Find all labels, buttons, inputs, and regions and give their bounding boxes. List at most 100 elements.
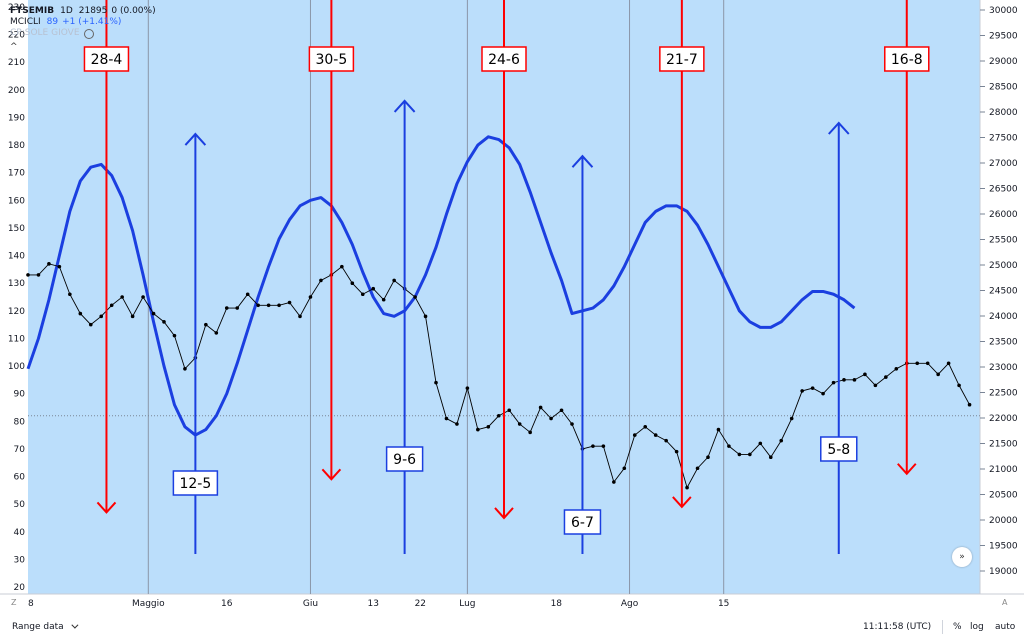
bottom-cycle-marker: 9-6 <box>385 99 424 554</box>
price-point <box>120 295 124 299</box>
legend-symbol-row[interactable]: FTSEMIB 1D 21895 0 (0.00%) <box>10 6 156 17</box>
price-point <box>570 422 574 426</box>
left-axis-tick-label: 70 <box>14 445 26 455</box>
left-axis-tick-label: 210 <box>8 58 25 68</box>
price-point <box>109 303 114 308</box>
legend-symbol[interactable]: FTSEMIB <box>10 6 55 16</box>
price-point <box>465 386 470 390</box>
price-point <box>821 391 825 396</box>
price-point <box>643 425 648 429</box>
left-axis-tick-label: 60 <box>14 473 26 483</box>
right-axis-tick-label: 24000 <box>989 312 1018 322</box>
price-point <box>601 444 606 448</box>
price-point <box>162 320 166 324</box>
price-point <box>172 333 177 338</box>
right-axis-tick-label: 27000 <box>989 159 1018 169</box>
log-scale-toggle[interactable]: log <box>970 622 984 632</box>
price-point <box>381 297 386 302</box>
price-point <box>360 292 365 297</box>
price-point <box>706 455 710 459</box>
right-axis-tick-label: 30000 <box>989 6 1018 16</box>
price-point <box>298 314 302 319</box>
price-point <box>789 416 794 421</box>
cycle-line-layer <box>26 135 856 437</box>
percent-scale-toggle[interactable]: % <box>953 622 962 632</box>
chevron-up-icon[interactable]: ^ <box>10 42 18 52</box>
chevron-down-icon[interactable] <box>70 621 78 629</box>
price-point <box>653 433 658 437</box>
left-price-axis[interactable]: 20 30 40 50 60 70 80 90 100 110 120 130 140 150 160 170… <box>8 3 25 593</box>
price-point <box>779 438 784 443</box>
right-axis-tick-label: 28500 <box>989 83 1018 93</box>
legend-indicator-name[interactable]: MCICLI <box>10 17 41 27</box>
left-axis-tick-label: 230 <box>8 3 25 13</box>
time-axis-tick-label: 22 <box>415 599 426 609</box>
left-axis-tick-label: 150 <box>8 224 25 234</box>
legend-indicator-value: 89 <box>46 17 59 27</box>
double-chevron-right-icon[interactable]: » <box>959 552 965 562</box>
legend-price: 21895 <box>78 6 108 16</box>
left-axis-tick-label: 100 <box>8 362 25 372</box>
time-axis-tick-label: Maggio <box>132 599 165 609</box>
toolbar-separator <box>942 620 943 634</box>
bottom-marker-label-box <box>563 509 602 535</box>
price-point <box>340 264 344 269</box>
price-point <box>925 361 930 366</box>
price-point <box>476 427 480 432</box>
time-axis-tick-label: 16 <box>221 599 233 609</box>
top-cycle-marker: 16-8 <box>884 0 930 476</box>
cycle-line <box>26 135 856 437</box>
price-point <box>695 466 700 471</box>
price-point <box>392 278 396 283</box>
auto-scale-toggle[interactable]: auto <box>995 622 1016 632</box>
range-data-dropdown[interactable]: Range data <box>12 621 78 632</box>
top-marker-label: 30-5 <box>315 52 347 68</box>
legend-collapse-button[interactable]: ^ <box>10 42 156 53</box>
legend-hidden-indicator-name[interactable]: CP:SOLE GIOVE <box>10 28 80 38</box>
right-axis-auto-button[interactable]: A <box>1002 598 1008 607</box>
arrow-down-icon <box>897 463 917 476</box>
price-point <box>151 311 156 316</box>
left-axis-tick-label: 50 <box>14 500 26 510</box>
price-point <box>852 378 857 382</box>
right-axis-tick-label: 19500 <box>989 542 1018 552</box>
legend-indicator-row[interactable]: MCICLI 89 +1 (+1.41%) <box>10 17 156 28</box>
left-axis-tick-label: 130 <box>8 279 25 289</box>
price-point <box>873 383 878 388</box>
left-axis-zoom-button[interactable]: Z <box>11 598 17 607</box>
price-point <box>716 427 721 432</box>
time-axis-background <box>0 594 1024 614</box>
price-point <box>455 422 459 426</box>
price-point <box>863 372 867 377</box>
arrow-down-icon <box>96 501 117 514</box>
eye-hidden-icon[interactable] <box>83 28 94 39</box>
price-point <box>287 300 292 305</box>
left-axis-tick-label: 190 <box>8 113 25 123</box>
price-point <box>936 372 940 377</box>
scroll-to-realtime-button[interactable]: » <box>952 547 972 567</box>
price-point <box>831 380 836 385</box>
price-point <box>350 281 355 285</box>
legend-hidden-indicator-row[interactable]: CP:SOLE GIOVE <box>10 28 156 39</box>
top-marker-label: 21-7 <box>666 52 698 68</box>
price-point <box>423 314 428 319</box>
time-axis-tick-label: 8 <box>28 599 34 609</box>
right-axis-tick-label: 22500 <box>989 389 1018 399</box>
left-axis-tick-label: 30 <box>14 555 26 565</box>
price-point <box>413 295 417 299</box>
arrow-up-icon <box>184 132 207 146</box>
top-marker-label: 24-6 <box>488 52 520 68</box>
price-point <box>245 292 250 297</box>
time-axis-tick-label: 18 <box>551 599 563 609</box>
left-axis-tick-label: 20 <box>14 583 26 593</box>
price-point <box>957 383 961 388</box>
legend-timeframe[interactable]: 1D <box>60 6 73 16</box>
price-line-layer <box>26 262 972 490</box>
range-data-label[interactable]: Range data <box>12 622 64 632</box>
price-point <box>214 331 219 335</box>
time-axis[interactable]: 8 Maggio 16 Giu 13 22 Lug 18 Ago 15 <box>28 599 729 609</box>
utc-clock[interactable]: 11:11:58 (UTC) <box>863 622 932 632</box>
right-price-axis[interactable]: 19000 19500 20000 20500 21000 21500 22000 22500… <box>980 6 1018 577</box>
